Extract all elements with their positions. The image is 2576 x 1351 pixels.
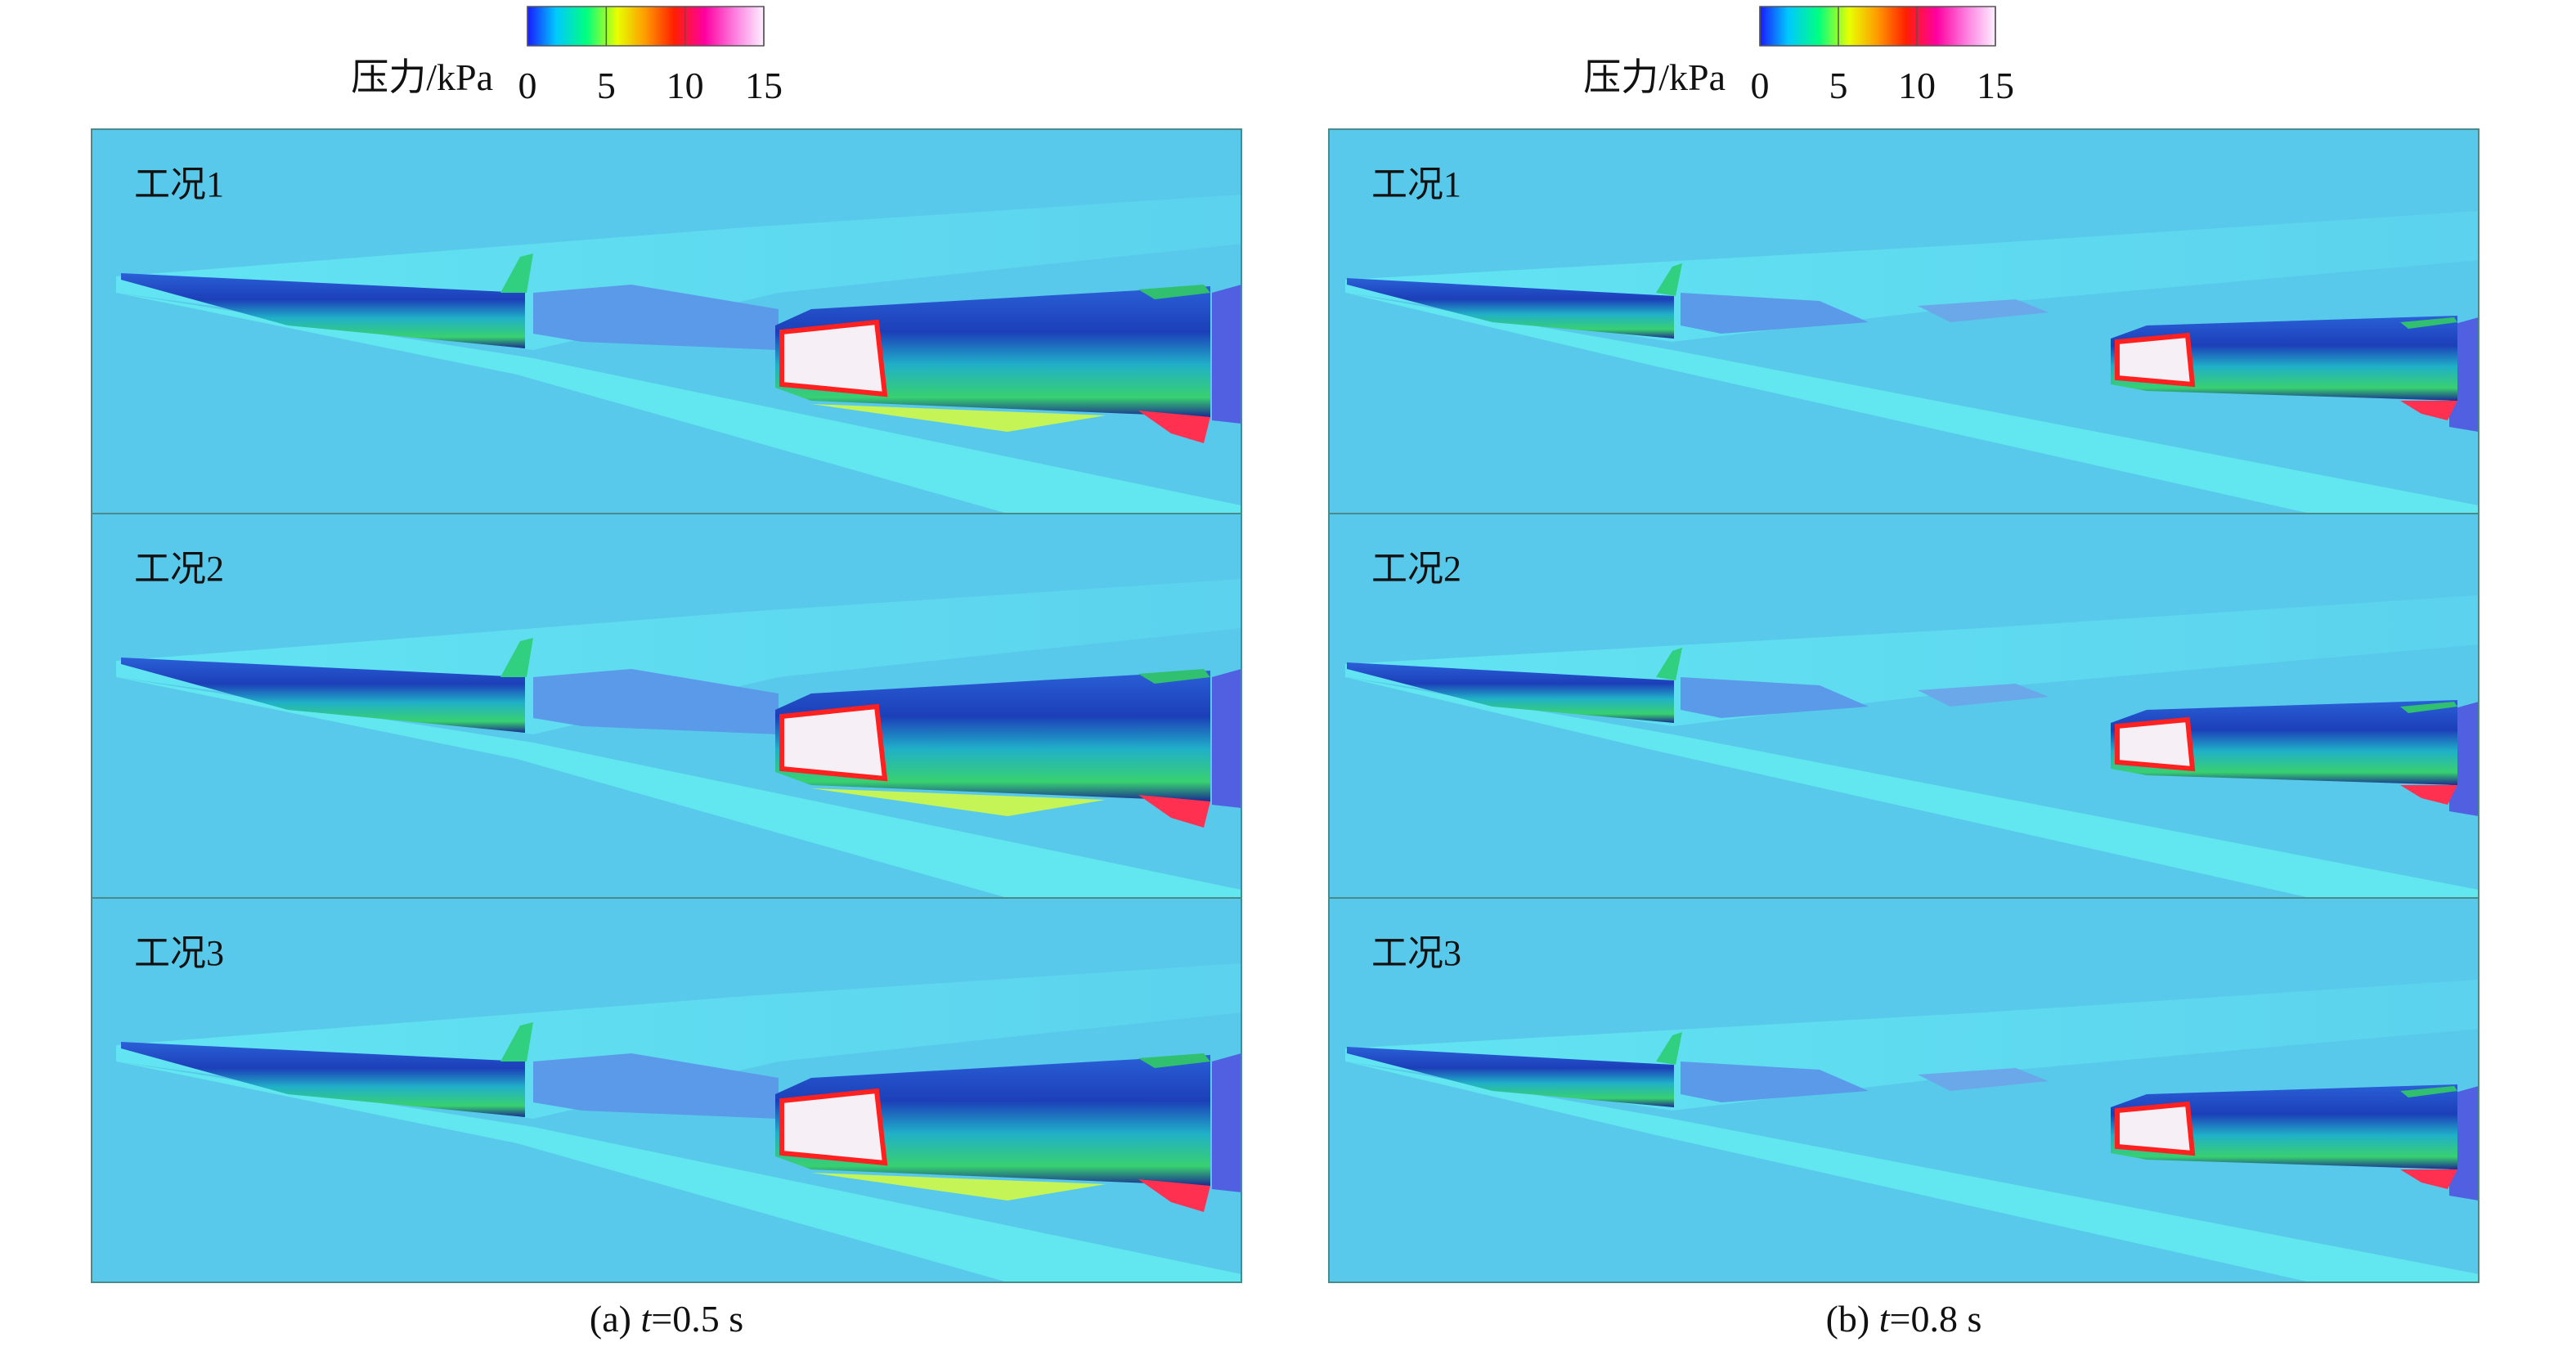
pressure-contour bbox=[92, 129, 1241, 514]
colorbar-tick-label: 10 bbox=[666, 65, 704, 106]
pressure-contour bbox=[92, 514, 1241, 898]
colorbar bbox=[1759, 6, 1996, 47]
colorbar-label: 压力/kPa bbox=[1583, 56, 1726, 98]
colorbar bbox=[527, 6, 765, 47]
panel: 0 5 10 15 压力/kPa 工况1 工况2 工况3 (b) t=0.8 s bbox=[1328, 6, 2480, 1340]
colorbar-tick-label: 5 bbox=[597, 65, 616, 106]
caption-part: =0.5 s bbox=[651, 1298, 743, 1340]
pressure-contour bbox=[1329, 514, 2479, 898]
subplot-frame bbox=[91, 897, 1242, 1283]
caption-part: (a) bbox=[590, 1298, 641, 1340]
colorbar-tick-label: 0 bbox=[518, 65, 537, 106]
subplot-frame bbox=[1328, 897, 2480, 1283]
colorbar-tick-label: 15 bbox=[1977, 65, 2014, 106]
case-label: 工况3 bbox=[134, 933, 224, 973]
case-label: 工况2 bbox=[1371, 549, 1461, 589]
pressure-contour bbox=[1329, 898, 2479, 1282]
colorbar-label: 压力/kPa bbox=[351, 56, 493, 98]
caption: (b) t=0.8 s bbox=[1826, 1298, 1982, 1340]
colorbar-tick-label: 10 bbox=[1898, 65, 1936, 106]
pressure-contour bbox=[92, 898, 1241, 1282]
caption: (a) t=0.5 s bbox=[590, 1298, 743, 1340]
case-label: 工况1 bbox=[1371, 164, 1461, 204]
case-label: 工况2 bbox=[134, 549, 224, 589]
case-label: 工况1 bbox=[134, 164, 224, 204]
caption-part: t bbox=[640, 1298, 652, 1340]
pressure-contour bbox=[1329, 129, 2479, 514]
caption-part: =0.8 s bbox=[1890, 1298, 1982, 1340]
colorbar-tick-label: 5 bbox=[1829, 65, 1848, 106]
colorbar-tick-label: 0 bbox=[1751, 65, 1770, 106]
panel: 0 5 10 15 压力/kPa 工况1 工况2 工况3 (a) t=0.5 s bbox=[91, 6, 1242, 1340]
colorbar-tick-label: 15 bbox=[745, 65, 783, 106]
case-label: 工况3 bbox=[1371, 933, 1461, 973]
caption-part: t bbox=[1879, 1298, 1891, 1340]
caption-part: (b) bbox=[1826, 1298, 1879, 1340]
